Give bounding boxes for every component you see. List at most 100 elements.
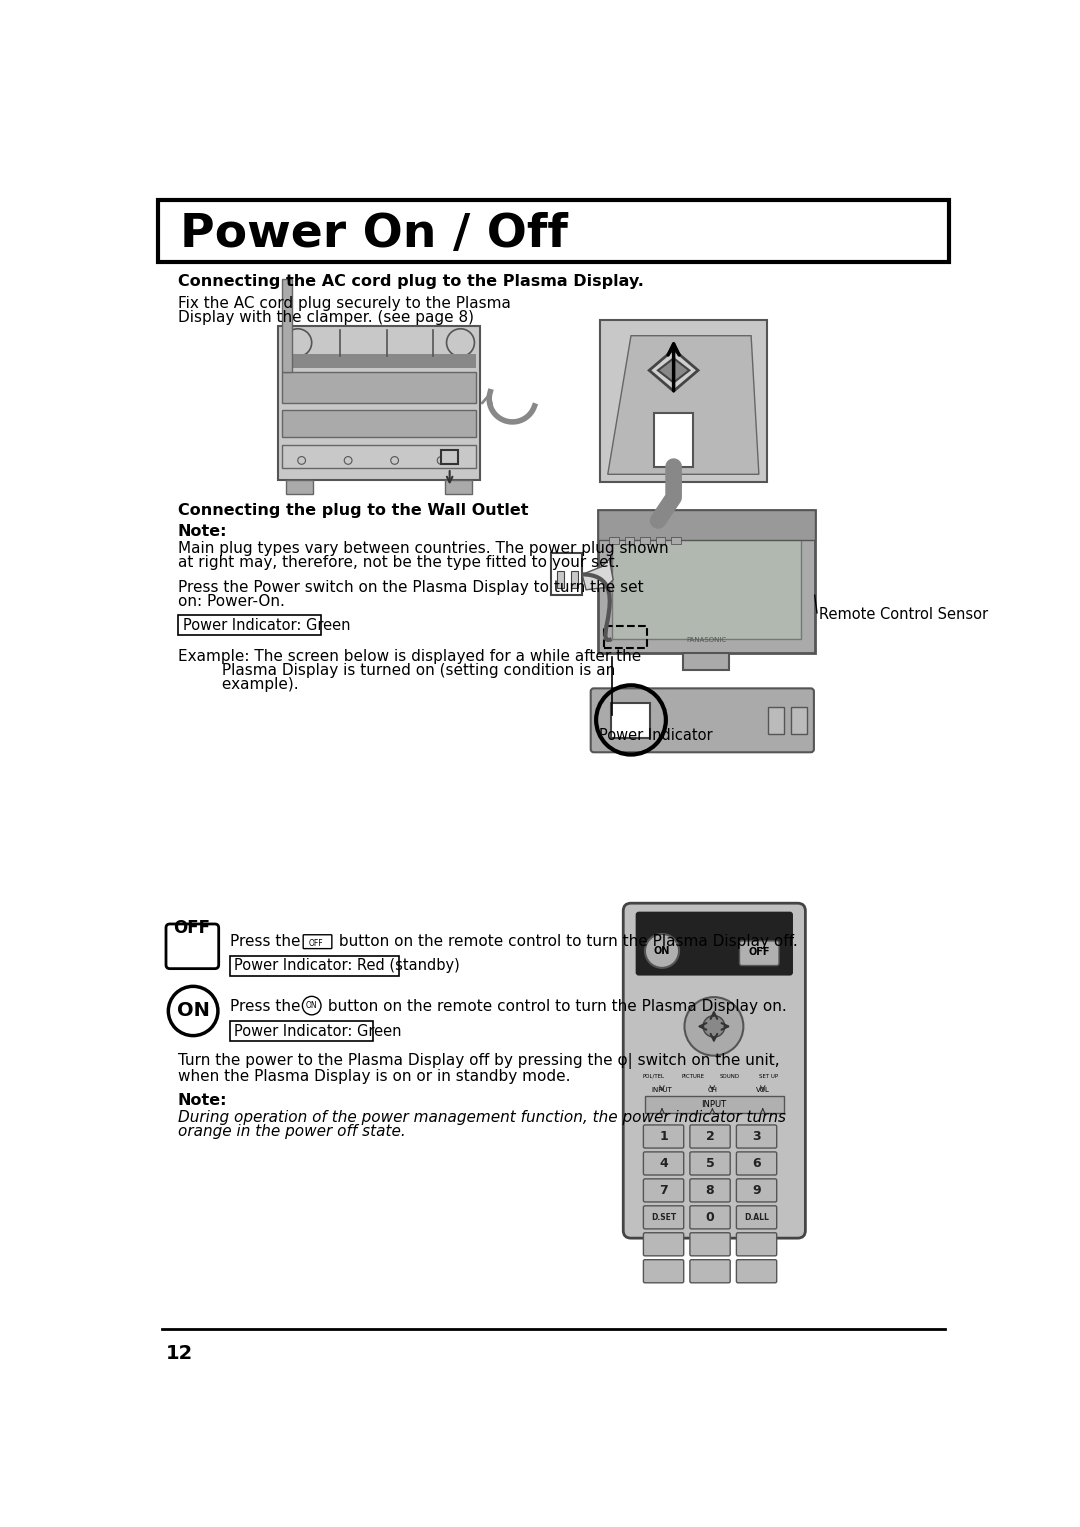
Bar	[625, 536, 634, 544]
Text: Note:: Note:	[177, 1093, 227, 1109]
Bar	[445, 479, 472, 493]
Text: on: Power-On.: on: Power-On.	[177, 594, 284, 609]
Text: Fix the AC cord plug securely to the Plasma: Fix the AC cord plug securely to the Pla…	[177, 296, 511, 310]
Text: Power On / Off: Power On / Off	[180, 212, 568, 258]
Bar	[279, 325, 480, 479]
Bar	[230, 956, 399, 976]
Polygon shape	[658, 359, 689, 382]
FancyBboxPatch shape	[623, 902, 806, 1238]
FancyBboxPatch shape	[737, 1206, 777, 1229]
FancyBboxPatch shape	[690, 1125, 730, 1148]
Text: Example: The screen below is displayed for a while after the: Example: The screen below is displayed f…	[177, 649, 640, 664]
Text: During operation of the power management function, the power indicator turns: During operation of the power management…	[177, 1110, 785, 1125]
Bar	[656, 536, 665, 544]
Circle shape	[437, 457, 445, 464]
Text: Press the: Press the	[230, 1000, 305, 1014]
Text: INPUT: INPUT	[651, 1087, 673, 1093]
Circle shape	[298, 457, 306, 464]
Text: Plasma Display is turned on (setting condition is an: Plasma Display is turned on (setting con…	[177, 663, 615, 678]
Bar	[611, 702, 649, 738]
FancyBboxPatch shape	[644, 1151, 684, 1174]
Bar	[557, 571, 565, 588]
Bar	[604, 626, 647, 647]
Text: Note:: Note:	[177, 524, 227, 539]
Text: ON: ON	[653, 945, 671, 956]
Text: D.SET: D.SET	[651, 1212, 676, 1222]
Bar	[282, 354, 476, 368]
Text: OFF: OFF	[173, 919, 211, 936]
Text: at right may, therefore, not be the type fitted to your set.: at right may, therefore, not be the type…	[177, 556, 619, 570]
Bar	[597, 510, 814, 654]
Text: Press the: Press the	[230, 935, 305, 948]
Text: ON: ON	[306, 1002, 318, 1009]
Text: OFF: OFF	[309, 939, 323, 948]
Text: 2: 2	[705, 1130, 715, 1144]
Text: Power Indicator: Red (standby): Power Indicator: Red (standby)	[234, 957, 460, 973]
Bar	[282, 411, 476, 437]
Bar	[768, 707, 784, 734]
Text: Press the Power switch on the Plasma Display to turn the set: Press the Power switch on the Plasma Dis…	[177, 580, 644, 596]
FancyBboxPatch shape	[166, 924, 218, 968]
Text: VOL: VOL	[756, 1087, 770, 1093]
Text: Turn the power to the Plasma Display off by pressing the φ| switch on the unit,: Turn the power to the Plasma Display off…	[177, 1054, 780, 1069]
Circle shape	[391, 457, 399, 464]
FancyBboxPatch shape	[591, 689, 814, 753]
Circle shape	[703, 1015, 725, 1037]
Text: ON: ON	[177, 1002, 210, 1020]
Text: 0: 0	[705, 1211, 715, 1223]
FancyBboxPatch shape	[737, 1179, 777, 1202]
Bar	[441, 450, 458, 464]
Bar	[640, 536, 649, 544]
Text: 1: 1	[659, 1130, 667, 1144]
Text: 8: 8	[705, 1183, 714, 1197]
Text: 7: 7	[659, 1183, 667, 1197]
Text: 9: 9	[753, 1183, 761, 1197]
FancyBboxPatch shape	[644, 1232, 684, 1255]
Text: 12: 12	[166, 1344, 193, 1364]
Text: SET UP: SET UP	[759, 1073, 778, 1080]
Circle shape	[284, 328, 312, 356]
FancyBboxPatch shape	[740, 941, 779, 965]
Text: Power Indicator: Green: Power Indicator: Green	[234, 1023, 402, 1038]
Bar	[286, 479, 313, 493]
Text: Power Indicator: Green: Power Indicator: Green	[183, 618, 351, 632]
FancyBboxPatch shape	[690, 1179, 730, 1202]
Bar	[570, 571, 578, 588]
Text: button on the remote control to turn the Plasma Display on.: button on the remote control to turn the…	[323, 1000, 787, 1014]
Text: 5: 5	[705, 1157, 715, 1170]
Polygon shape	[608, 336, 759, 475]
Text: PICTURE: PICTURE	[681, 1073, 704, 1080]
Polygon shape	[649, 350, 698, 391]
Circle shape	[685, 997, 743, 1055]
Text: INPUT: INPUT	[701, 1099, 727, 1109]
FancyBboxPatch shape	[690, 1151, 730, 1174]
Bar	[282, 373, 476, 403]
Text: OFF: OFF	[748, 947, 770, 957]
Circle shape	[645, 935, 679, 968]
Polygon shape	[582, 559, 613, 589]
Bar	[600, 321, 767, 483]
FancyBboxPatch shape	[737, 1232, 777, 1255]
Circle shape	[345, 457, 352, 464]
FancyBboxPatch shape	[644, 1125, 684, 1148]
Circle shape	[446, 328, 474, 356]
Text: Display with the clamper. (see page 8): Display with the clamper. (see page 8)	[177, 310, 474, 325]
Bar	[645, 1096, 784, 1113]
Text: Connecting the plug to the Wall Outlet: Connecting the plug to the Wall Outlet	[177, 502, 528, 518]
FancyBboxPatch shape	[636, 912, 793, 976]
Text: POL/TEL: POL/TEL	[643, 1073, 664, 1080]
FancyBboxPatch shape	[690, 1206, 730, 1229]
Text: 6: 6	[753, 1157, 761, 1170]
Text: D.ALL: D.ALL	[744, 1212, 769, 1222]
Text: CH: CH	[707, 1087, 717, 1093]
Text: 4: 4	[659, 1157, 667, 1170]
Bar	[159, 200, 948, 261]
Text: orange in the power off state.: orange in the power off state.	[177, 1124, 405, 1139]
Text: example).: example).	[177, 676, 298, 692]
FancyBboxPatch shape	[303, 935, 332, 948]
Bar	[611, 527, 800, 640]
Bar	[282, 444, 476, 469]
Bar	[672, 536, 680, 544]
Text: button on the remote control to turn the Plasma Display off.: button on the remote control to turn the…	[334, 935, 798, 948]
FancyBboxPatch shape	[737, 1125, 777, 1148]
